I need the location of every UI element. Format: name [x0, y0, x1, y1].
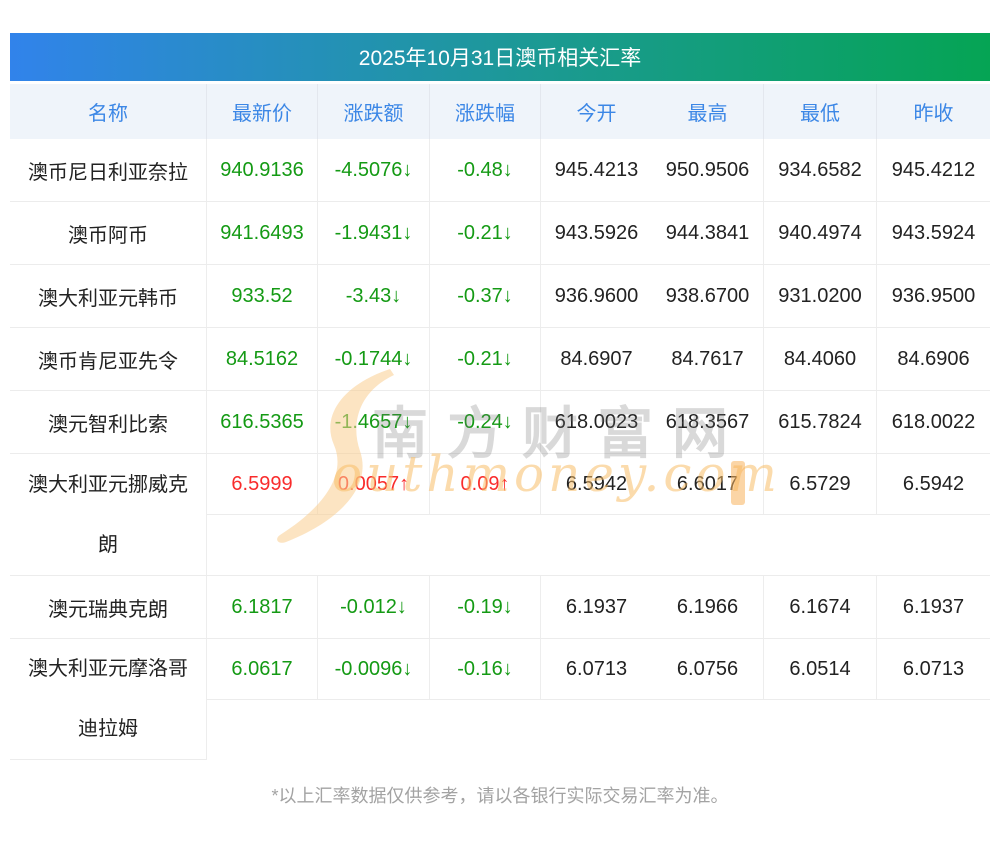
cell-prev: 84.6906 [897, 347, 970, 370]
cell-name: 澳币阿币 [10, 202, 207, 264]
cell-last: 941.6493 [207, 202, 318, 264]
cell-open: 6.0713 [565, 657, 628, 680]
table-row: 澳大利亚元摩洛哥迪拉姆 6.0617 -0.0096↓ -0.16↓ 6.0713 6.0… [10, 639, 990, 760]
cell-high: 84.7617 [652, 328, 764, 390]
cell-open: 84.6907 [560, 347, 633, 370]
cell-change: -0.1744↓ [318, 328, 430, 390]
cell-open: 618.0023 [554, 410, 639, 433]
cell-pct: 0.09↑ [430, 454, 541, 514]
cell-last: 6.5999 [207, 454, 318, 514]
table-row: 澳币阿币 941.6493 -1.9431↓ -0.21↓ 943.5926 944.38… [10, 202, 990, 265]
cell-last: 933.52 [207, 265, 318, 327]
cell-pct: -0.21↓ [430, 328, 541, 390]
cell-low: 6.5729 [764, 454, 877, 514]
cell-name: 澳元智利比索 [10, 391, 207, 453]
cell-last: 616.5365 [207, 391, 318, 453]
cell-last: 940.9136 [207, 139, 318, 201]
column-header-0: 名称 [10, 84, 207, 139]
column-header-4: 今开 [576, 103, 617, 125]
cell-low: 84.4060 [764, 328, 877, 390]
table-row: 澳币尼日利亚奈拉 940.9136 -4.5076↓ -0.48↓ 945.4213 95… [10, 139, 990, 202]
cell-high: 6.6017 [652, 454, 764, 514]
cell-high: 6.0756 [652, 639, 764, 699]
table-header-row: 名称 最新价 涨跌额 涨跌幅 今开 最高 最低 昨收 [10, 84, 990, 139]
cell-last: 6.0617 [207, 639, 318, 699]
page-title: 2025年10月31日澳币相关汇率 [10, 33, 990, 81]
cell-name: 澳大利亚元摩洛哥迪拉姆 [10, 639, 207, 760]
cell-open: 936.9600 [554, 284, 639, 307]
cell-low: 934.6582 [764, 139, 877, 201]
cell-change: -3.43↓ [318, 265, 430, 327]
cell-change: -0.012↓ [318, 576, 430, 638]
cell-low: 940.4974 [764, 202, 877, 264]
table-row: 澳大利亚元挪威克朗 6.5999 0.0057↑ 0.09↑ 6.5942 6.6017 6… [10, 454, 990, 576]
cell-open: 945.4213 [554, 158, 639, 181]
cell-pct: -0.16↓ [430, 639, 541, 699]
cell-high: 938.6700 [652, 265, 764, 327]
cell-name: 澳币肯尼亚先令 [10, 328, 207, 390]
column-header-5: 最高 [652, 84, 764, 139]
disclaimer-note: *以上汇率数据仅供参考，请以各银行实际交易汇率为准。 [271, 786, 729, 806]
cell-low: 6.0514 [764, 639, 877, 699]
cell-prev: 936.9500 [891, 284, 976, 307]
cell-pct: -0.24↓ [430, 391, 541, 453]
cell-last: 84.5162 [207, 328, 318, 390]
table-row: 澳币肯尼亚先令 84.5162 -0.1744↓ -0.21↓ 84.6907 84.76… [10, 328, 990, 391]
cell-high: 6.1966 [652, 576, 764, 638]
cell-prev: 943.5924 [891, 221, 976, 244]
cell-prev: 618.0022 [891, 410, 976, 433]
cell-high: 944.3841 [652, 202, 764, 264]
cell-pct: -0.48↓ [430, 139, 541, 201]
column-header-7: 昨收 [913, 103, 954, 125]
cell-prev: 6.0713 [902, 657, 965, 680]
cell-high: 950.9506 [652, 139, 764, 201]
cell-high: 618.3567 [652, 391, 764, 453]
page-title-text: 2025年10月31日澳币相关汇率 [358, 47, 642, 70]
cell-prev: 6.1937 [902, 595, 965, 618]
cell-prev: 945.4212 [891, 158, 976, 181]
cell-low: 6.1674 [764, 576, 877, 638]
column-header-2: 涨跌额 [318, 84, 430, 139]
cell-change: -4.5076↓ [318, 139, 430, 201]
cell-pct: -0.19↓ [430, 576, 541, 638]
column-header-6: 最低 [764, 84, 877, 139]
cell-low: 615.7824 [764, 391, 877, 453]
cell-change: 0.0057↑ [318, 454, 430, 514]
cell-open: 6.1937 [565, 595, 628, 618]
cell-name: 澳币尼日利亚奈拉 [10, 139, 207, 201]
cell-pct: -0.21↓ [430, 202, 541, 264]
column-header-3: 涨跌幅 [430, 84, 541, 139]
cell-name: 澳大利亚元韩币 [10, 265, 207, 327]
cell-prev: 6.5942 [902, 472, 965, 495]
cell-name: 澳大利亚元挪威克朗 [10, 454, 207, 575]
cell-change: -1.9431↓ [318, 202, 430, 264]
table-row: 澳元智利比索 616.5365 -1.4657↓ -0.24↓ 618.0023 618.… [10, 391, 990, 454]
exchange-rate-table: 名称 最新价 涨跌额 涨跌幅 今开 最高 最低 昨收 澳币尼日利亚奈拉 940.9136 -4.5… [10, 84, 990, 760]
cell-name: 澳元瑞典克朗 [10, 576, 207, 638]
cell-open: 943.5926 [554, 221, 639, 244]
table-row: 澳大利亚元韩币 933.52 -3.43↓ -0.37↓ 936.9600 938.670… [10, 265, 990, 328]
cell-low: 931.0200 [764, 265, 877, 327]
cell-change: -0.0096↓ [318, 639, 430, 699]
table-body: 澳币尼日利亚奈拉 940.9136 -4.5076↓ -0.48↓ 945.4213 95… [10, 139, 990, 760]
table-row: 澳元瑞典克朗 6.1817 -0.012↓ -0.19↓ 6.1937 6.1966 6.1… [10, 576, 990, 639]
cell-open: 6.5942 [565, 472, 628, 495]
column-header-1: 最新价 [207, 84, 318, 139]
cell-last: 6.1817 [207, 576, 318, 638]
cell-change: -1.4657↓ [318, 391, 430, 453]
cell-pct: -0.37↓ [430, 265, 541, 327]
